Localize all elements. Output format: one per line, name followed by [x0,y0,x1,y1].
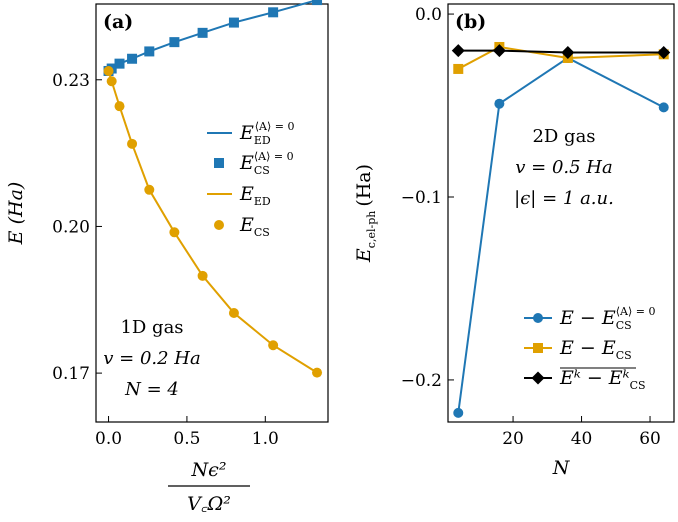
data-point-cs-a0 [169,37,180,48]
panel-a-y-tick-label: 0.17 [52,364,90,384]
panel-b-y-label: Ec,el-ph (Ha) [353,164,378,263]
panel-a-x-label-denominator: V꜀Ω² [187,493,231,515]
data-point-cs-a0 [114,58,125,69]
panel-a-y-tick-label: 0.20 [52,217,90,237]
data-point-cs-a0 [228,17,239,28]
panel-b-tag: (b) [455,11,486,33]
panel-b-x-ticks: 20 40 60 [502,416,661,449]
legend-label: EED [239,183,271,208]
panel-b-y-label-sub: c,el-ph [365,211,378,249]
panel-a-y-tick-label: 0.23 [52,71,90,91]
panel-b-y-tick-label: −0.2 [401,371,442,391]
data-point-cs [268,340,279,351]
data-point-cs-a0 [127,53,138,64]
panel-b-x-label: N [552,457,571,479]
legend-label: ECS [239,214,270,239]
panel-b-annotation-line-3: |ϵ| = 1 a.u. [514,188,614,209]
data-point-cs-a0 [197,27,208,38]
panel-b-x-tick-label: 40 [571,429,593,449]
panel-b-y-label-main: E [353,248,375,263]
legend-label: EED⟨A⟩ = 0 [239,120,294,147]
panel-b-x-tick-label: 20 [502,429,524,449]
legend-label: Eᵏ − EᵏCS [559,367,646,392]
series-line-ed [107,70,318,374]
panel-a-y-label: E (Ha) [5,182,27,246]
panel-b-frame [447,3,675,423]
legend-swatch-marker [531,371,545,385]
legend-swatch-marker [533,313,543,323]
panel-a-series [103,0,323,378]
data-point-cs [103,65,114,76]
data-point-cs [228,307,239,318]
data-point-cs-a0 [144,46,155,57]
data-point-cs [106,76,117,87]
data-point-square [453,63,464,74]
legend-swatch-marker [214,158,224,168]
panel-a-tag: (a) [103,11,133,33]
data-point-diamond [451,44,465,58]
data-point-circle [494,98,505,109]
panel-a-x-ticks: 0.0 0.5 1.0 [95,416,279,449]
data-point-diamond [561,45,575,59]
panel-a-legend: EED⟨A⟩ = 0 ECS⟨A⟩ = 0 EED ECS [207,120,294,239]
panel-b-x-tick-label: 60 [639,429,661,449]
data-point-cs [169,227,180,238]
panel-b-annotation-line-1: 2D gas [532,126,595,147]
data-point-cs [127,138,138,149]
data-point-diamond [657,45,671,59]
panel-a-x-label-numerator: Nϵ² [191,459,227,481]
panel-a-annotation-line-3: N = 4 [124,379,179,400]
panel-a-x-tick-label: 0.0 [95,429,122,449]
data-point-cs [144,184,155,195]
data-point-cs [312,367,323,378]
data-point-cs-a0 [268,7,279,18]
legend-swatch-marker [214,220,224,230]
data-point-cs [114,101,125,112]
data-point-diamond [492,44,506,58]
panel-a-x-tick-label: 0.5 [173,429,200,449]
panel-b-series [451,41,671,418]
panel-b-y-ticks: 0.0 −0.1 −0.2 [401,5,454,391]
panel-b-y-label-unit: (Ha) [353,164,375,207]
legend-label: ECS⟨A⟩ = 0 [239,150,294,177]
data-point-cs-a0 [312,0,323,6]
legend-label: E − ECS [559,337,632,362]
series-line-circle [457,56,665,413]
panel-a-x-tick-label: 1.0 [252,429,279,449]
series-line-diamond [458,49,664,54]
panel-a-y-ticks: 0.17 0.20 0.23 [52,71,102,384]
data-point-cs [197,270,208,281]
svg-text:Ec,el-ph(Ha): Ec,el-ph (Ha) [353,164,378,263]
panel-a-annotation-line-2: v = 0.2 Ha [103,348,200,369]
panel-b-annotation-line-2: v = 0.5 Ha [515,157,612,178]
panel-b-y-tick-label: 0.0 [415,5,442,25]
legend-swatch-marker [533,343,543,353]
panel-a-annotation-line-1: 1D gas [120,317,183,338]
panel-b-y-tick-label: −0.1 [401,188,442,208]
legend-label: E − ECS⟨A⟩ = 0 [559,305,655,332]
data-point-circle [453,407,464,418]
series-line-ed-a0 [107,0,318,72]
panel-a-frame [95,3,329,423]
panel-a: 0.0 0.5 1.0 0.17 0.20 0.23 (a) EED⟨A⟩ = 0 ECS… [5,0,329,515]
panel-b-legend: E − ECS⟨A⟩ = 0 E − ECS Eᵏ − EᵏCS [524,305,655,392]
data-point-circle [658,102,669,113]
panel-b: 20 40 60 0.0 −0.1 −0.2 (b) 2D gas v = 0.5 Ha… [353,3,675,479]
